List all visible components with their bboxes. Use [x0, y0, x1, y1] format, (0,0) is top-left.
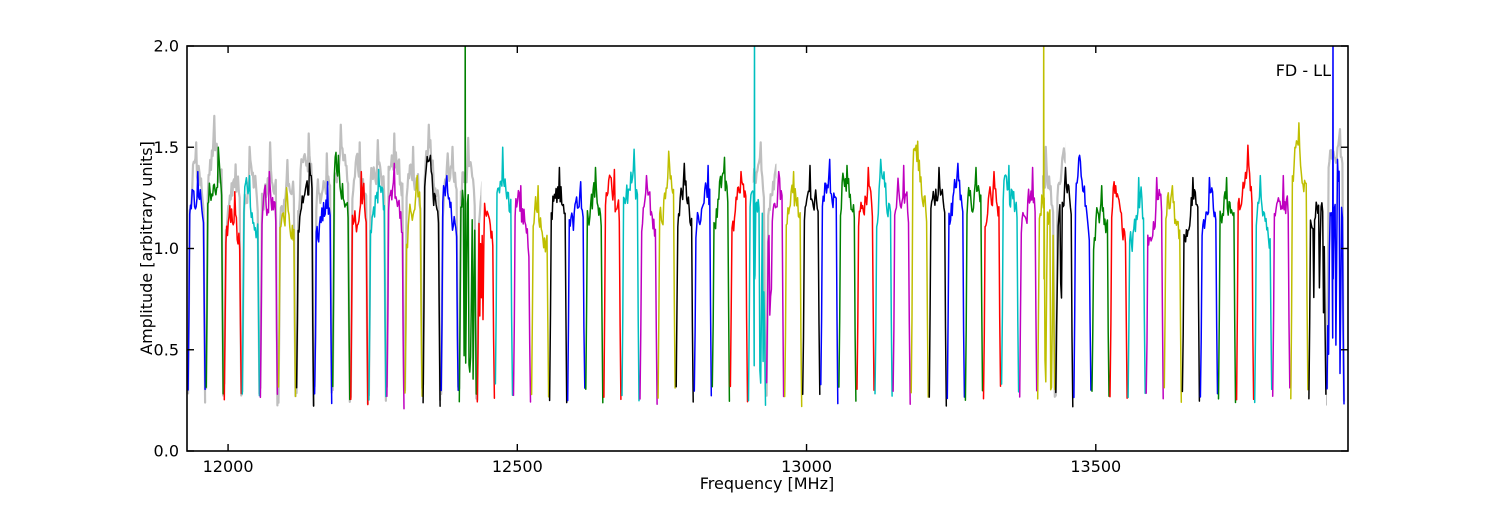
subband-trace	[1271, 174, 1291, 397]
subband-trace	[566, 180, 586, 402]
subband-trace	[675, 162, 694, 403]
y-axis-label: Amplitude [arbitrary units]	[137, 141, 156, 355]
overlay-trace	[440, 145, 460, 396]
overlay-trace	[367, 139, 387, 402]
subband-trace	[548, 166, 568, 404]
subband-trace	[603, 168, 622, 401]
subband-trace	[1073, 154, 1092, 399]
subband-trace	[657, 150, 676, 399]
subband-trace	[350, 170, 369, 406]
subband-trace	[1217, 176, 1237, 404]
y-tick-label: 0.5	[154, 340, 179, 359]
subband-trace	[1290, 122, 1309, 400]
subband-trace	[946, 162, 966, 400]
overlay-trace	[295, 132, 315, 407]
subband-trace	[458, 46, 478, 403]
subband-trace	[910, 140, 929, 398]
x-tick-label: 13500	[1070, 457, 1121, 476]
subband-trace	[838, 164, 857, 402]
subband-trace	[982, 170, 1002, 400]
subband-trace	[1018, 166, 1038, 398]
x-axis-label: Frequency [MHz]	[700, 474, 834, 493]
y-tick-label: 1.0	[154, 239, 179, 258]
subband-trace	[1326, 46, 1345, 405]
y-tick-label: 0.0	[154, 442, 179, 461]
subband-trace	[1181, 176, 1201, 402]
y-tick-label: 2.0	[154, 37, 179, 56]
subband-trace	[386, 162, 405, 410]
subband-trace	[964, 166, 984, 401]
subband-trace	[1000, 164, 1020, 393]
subband-trace	[693, 164, 713, 397]
plot-annotation: FD - LL	[1276, 61, 1331, 80]
subband-trace	[368, 168, 387, 401]
subband-trace	[440, 174, 459, 392]
subband-trace	[422, 154, 441, 408]
subband-trace	[892, 164, 911, 405]
x-tick-label: 12500	[492, 457, 543, 476]
subband-trace	[1199, 176, 1219, 398]
subband-trace	[530, 184, 550, 398]
overlay-trace	[422, 123, 442, 401]
subband-trace	[1036, 46, 1056, 400]
subband-trace	[1055, 166, 1074, 408]
subband-trace	[585, 166, 604, 404]
axes: 12000 12500 13000 13500 0.0 0.5 1.0 1.5 2.0	[154, 37, 1348, 476]
subband-trace	[783, 170, 803, 408]
subband-trace	[639, 174, 658, 406]
overlay-trace	[349, 141, 369, 405]
subband-trace	[729, 170, 749, 403]
subband-trace	[1235, 144, 1255, 401]
overlay-trace	[223, 163, 243, 397]
subband-trace	[1308, 201, 1327, 400]
subband-trace	[241, 174, 261, 397]
subband-trace	[331, 151, 351, 401]
subband-trace	[928, 166, 948, 407]
subband-trace	[404, 174, 423, 397]
x-tick-label: 12000	[203, 457, 254, 476]
overlay-trace	[241, 145, 261, 395]
subband-trace	[295, 162, 315, 407]
subband-trace	[1163, 184, 1183, 403]
subband-trace	[1145, 176, 1164, 400]
subband-trace	[205, 146, 224, 395]
subband-trace-group	[187, 46, 1345, 410]
subband-trace	[765, 170, 785, 398]
subband-trace	[621, 148, 640, 402]
subband-trace	[801, 164, 821, 396]
subband-trace	[277, 187, 297, 398]
overlay-trace	[385, 132, 406, 392]
subband-trace	[187, 170, 206, 391]
subband-trace	[1253, 174, 1273, 404]
subband-trace	[711, 156, 731, 403]
overlay-trace	[313, 152, 333, 394]
subband-trace	[747, 46, 767, 407]
subband-trace	[820, 158, 839, 405]
subband-trace	[1109, 180, 1128, 399]
axes-box	[186, 45, 1349, 452]
subband-trace	[512, 184, 532, 403]
subband-trace	[476, 202, 496, 403]
subband-trace	[494, 146, 514, 396]
subband-trace	[259, 170, 279, 399]
x-tick-label: 13000	[781, 457, 832, 476]
y-tick-label: 1.5	[154, 138, 179, 157]
overlay-trace	[331, 123, 351, 403]
subband-trace	[856, 166, 875, 391]
subband-trace	[874, 158, 893, 397]
overlay-trace	[458, 136, 478, 400]
subband-trace	[1127, 176, 1146, 399]
subband-trace	[1091, 184, 1110, 398]
subband-trace	[313, 180, 333, 405]
subband-trace	[223, 191, 243, 401]
overlay-trace	[1325, 128, 1346, 402]
overlay-trace	[277, 158, 297, 404]
